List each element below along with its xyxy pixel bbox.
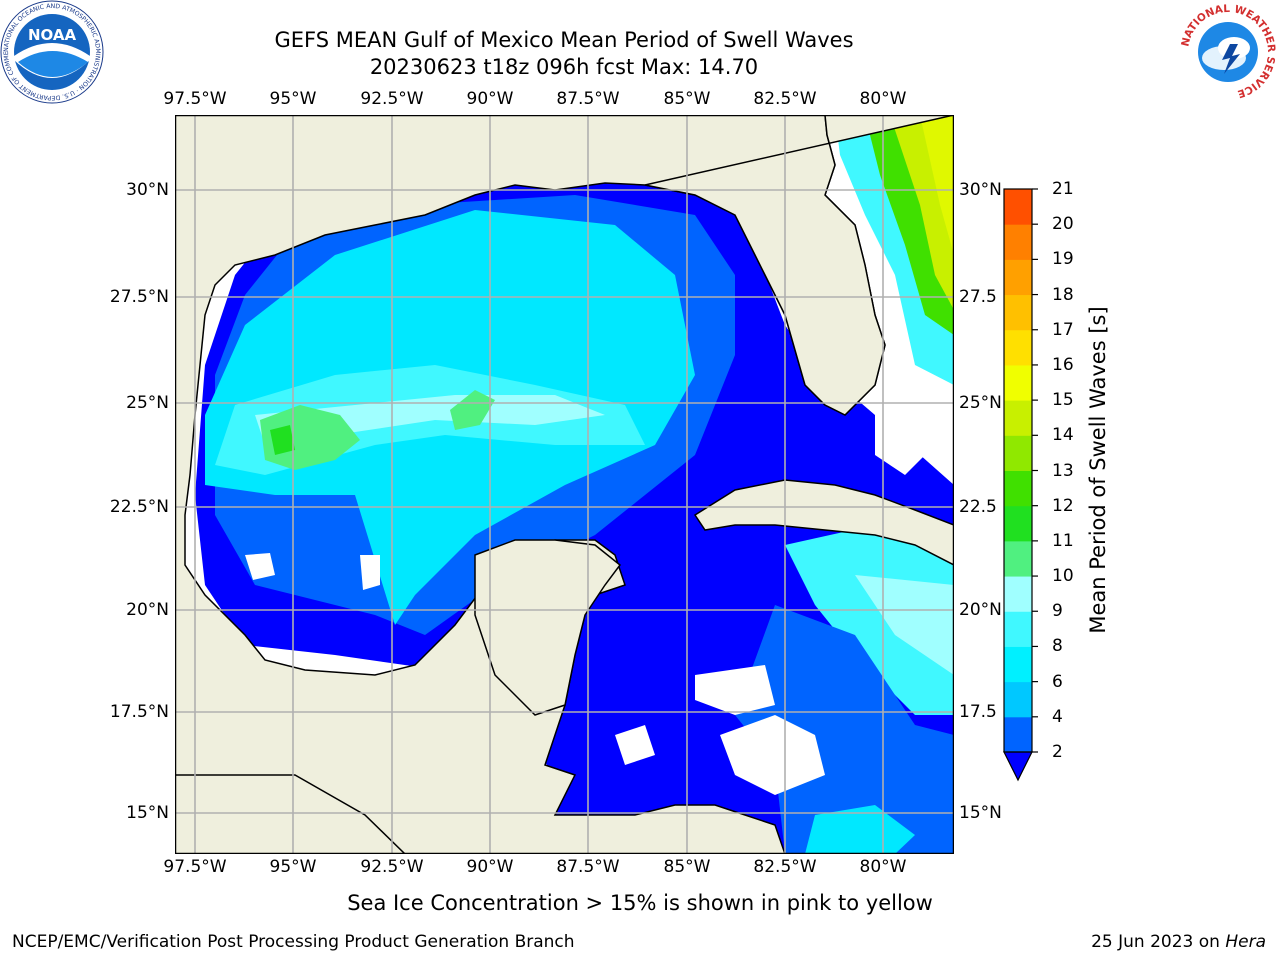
lon-label-top: 97.5°W xyxy=(163,89,227,109)
colorbar-tick-label: 12 xyxy=(1052,495,1074,516)
lon-label-bottom: 90°W xyxy=(466,857,514,877)
colorbar-segment xyxy=(1004,294,1032,331)
colorbar-tick-label: 11 xyxy=(1052,530,1074,551)
colorbar-segment xyxy=(1004,435,1032,471)
land-cuba xyxy=(693,479,954,566)
date-text: 25 Jun 2023 on xyxy=(1091,932,1226,952)
missing-patch xyxy=(360,555,380,590)
lat-label-left: 25°N xyxy=(126,393,169,413)
colorbar-tick-label: 2 xyxy=(1052,742,1063,762)
swell-region-caribbean-blue xyxy=(735,605,954,854)
missing-patch xyxy=(615,725,655,765)
colorbar-segment xyxy=(1004,540,1032,577)
colorbar-tick-label: 21 xyxy=(1052,179,1074,199)
colorbar-tick-label: 14 xyxy=(1052,425,1074,446)
colorbar-segment xyxy=(1004,611,1032,647)
swell-region-caribbean-cyan xyxy=(785,525,954,715)
lat-label-right: 17.5 xyxy=(959,702,997,722)
land-yucatan xyxy=(474,539,622,716)
colorbar-tick-label: 15 xyxy=(1052,390,1074,411)
lat-label-right: 25°N xyxy=(959,393,1002,413)
nws-logo: NATIONAL WEATHER SERVICE xyxy=(1178,2,1278,102)
colorbar-segment xyxy=(1004,364,1032,401)
colorbar-segment xyxy=(1004,716,1032,753)
lon-label-top: 82.5°W xyxy=(753,89,817,109)
lat-label-left: 17.5°N xyxy=(109,702,169,722)
lat-label-right: 27.5 xyxy=(959,287,997,307)
colorbar-segment xyxy=(1004,505,1032,542)
swell-region-caribbean-cyan-2 xyxy=(805,805,915,854)
lat-label-left: 15°N xyxy=(126,803,169,823)
colorbar-segment xyxy=(1004,400,1032,436)
lat-label-left: 20°N xyxy=(126,600,169,620)
colorbar-tick-label: 4 xyxy=(1052,706,1063,727)
colorbar-tick-label: 16 xyxy=(1052,354,1074,375)
colorbar-extend xyxy=(1003,751,1033,782)
lat-label-left: 30°N xyxy=(126,180,169,200)
colorbar-segment xyxy=(1004,259,1032,296)
noaa-logo-text: NOAA xyxy=(28,26,77,44)
colorbar-tick-label: 18 xyxy=(1052,284,1074,305)
colorbar-label: Mean Period of Swell Waves [s] xyxy=(1086,306,1110,634)
colorbar-segment xyxy=(1004,329,1032,366)
credit-text: NCEP/EMC/Verification Post Processing Pr… xyxy=(12,932,575,952)
colorbar xyxy=(1003,188,1038,782)
colorbar-tick-label: 13 xyxy=(1052,460,1074,481)
plot-subtitle: 20230623 t18z 096h fcst Max: 14.70 xyxy=(369,55,759,79)
lon-label-bottom: 80°W xyxy=(859,857,907,877)
colorbar-tick-label: 10 xyxy=(1052,566,1074,587)
lat-label-left: 27.5°N xyxy=(109,287,169,307)
swell-region-caribbean-pale xyxy=(855,575,954,675)
lon-label-bottom: 85°W xyxy=(663,857,711,877)
lon-label-bottom: 92.5°W xyxy=(360,857,424,877)
lon-label-top: 80°W xyxy=(859,89,907,109)
swell-region-green-1 xyxy=(260,405,360,470)
colorbar-segment xyxy=(1004,470,1032,507)
lon-label-top: 92.5°W xyxy=(360,89,424,109)
gridlines xyxy=(175,115,954,854)
colorbar-tick-label: 17 xyxy=(1052,319,1074,340)
host-name: Hera xyxy=(1225,932,1266,952)
colorbar-segment xyxy=(1004,681,1032,718)
missing-patch xyxy=(245,553,275,580)
colorbar-segment xyxy=(1004,646,1032,683)
colorbar-tick-label: 19 xyxy=(1052,249,1074,270)
missing-patch xyxy=(720,715,825,795)
colorbar-tick-label: 6 xyxy=(1052,671,1063,692)
swell-region-green-2 xyxy=(270,425,295,455)
map-panel xyxy=(175,115,954,854)
lat-label-right: 20°N xyxy=(959,600,1002,620)
plot-title: GEFS MEAN Gulf of Mexico Mean Period of … xyxy=(274,28,854,52)
colorbar-tick-label: 20 xyxy=(1052,214,1074,235)
map-frame xyxy=(175,115,954,854)
sea-ice-note: Sea Ice Concentration > 15% is shown in … xyxy=(347,891,933,915)
lon-label-top: 90°W xyxy=(466,89,514,109)
colorbar-tick-label: 8 xyxy=(1052,636,1063,657)
lat-label-right: 15°N xyxy=(959,803,1002,823)
missing-patch xyxy=(695,665,775,715)
noaa-logo: NATIONAL OCEANIC AND ATMOSPHERIC ADMINIS… xyxy=(0,0,104,104)
colorbar-segment xyxy=(1004,576,1032,612)
lon-label-bottom: 97.5°W xyxy=(163,857,227,877)
generated-date: 25 Jun 2023 on Hera xyxy=(1091,932,1266,952)
lon-label-bottom: 87.5°W xyxy=(556,857,620,877)
swell-region-atlantic-yellow-2 xyxy=(920,115,954,255)
lat-label-right: 30°N xyxy=(959,180,1002,200)
missing-patch xyxy=(875,395,935,475)
colorbar-tick-label: 9 xyxy=(1052,601,1063,622)
lon-label-bottom: 82.5°W xyxy=(753,857,817,877)
lon-label-top: 95°W xyxy=(269,89,317,109)
lat-label-left: 22.5°N xyxy=(109,497,169,517)
lon-label-top: 85°W xyxy=(663,89,711,109)
colorbar-segment xyxy=(1004,224,1032,260)
lon-label-top: 87.5°W xyxy=(556,89,620,109)
swell-region-green-3 xyxy=(450,390,495,430)
lon-label-bottom: 95°W xyxy=(269,857,317,877)
lat-label-right: 22.5 xyxy=(959,497,997,517)
colorbar-segment xyxy=(1004,189,1032,225)
